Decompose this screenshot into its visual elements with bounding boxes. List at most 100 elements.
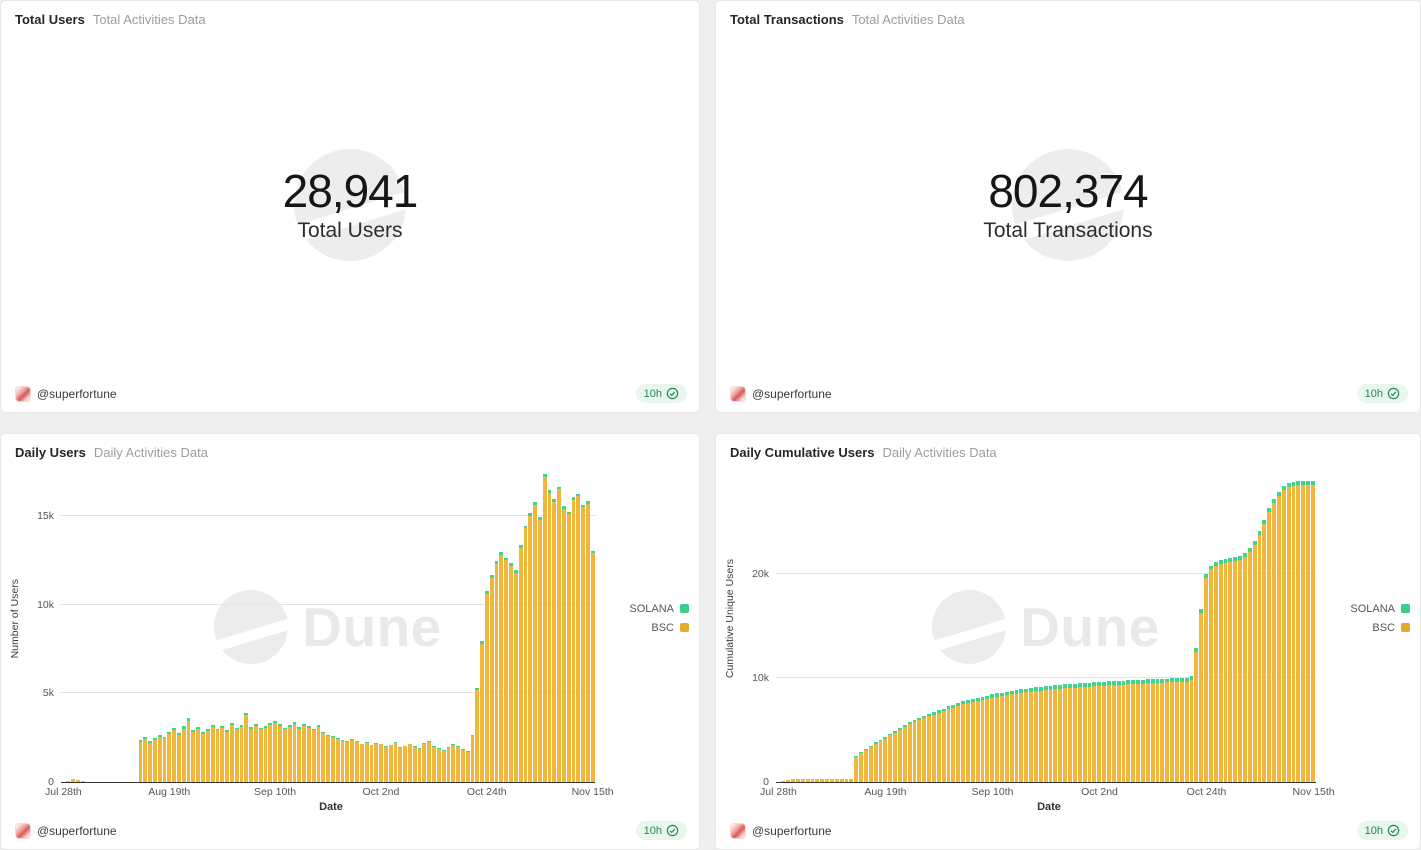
bar — [1184, 677, 1189, 782]
panel-subtitle[interactable]: Total Activities Data — [851, 12, 965, 27]
x-axis-ticks: Jul 28th Aug 19th Sep 10th Oct 2nd Oct 24th N… — [45, 786, 614, 800]
legend-item-solana[interactable]: SOLANA — [629, 603, 689, 615]
panel-title[interactable]: Total Users — [15, 12, 85, 27]
bar — [239, 724, 244, 782]
bar — [1218, 560, 1223, 782]
legend-item-solana[interactable]: SOLANA — [1350, 603, 1410, 615]
bar — [927, 713, 932, 782]
bar — [786, 779, 791, 782]
bar — [1277, 491, 1282, 782]
bar — [1131, 680, 1136, 782]
freshness-badge[interactable]: 10h — [1356, 384, 1408, 403]
freshness-badge[interactable]: 10h — [635, 821, 687, 840]
bar — [1213, 562, 1218, 782]
author-link[interactable]: @superfortune — [730, 385, 832, 402]
check-seal-icon — [1387, 824, 1400, 837]
legend-item-bsc[interactable]: BSC — [651, 622, 689, 634]
bar — [897, 728, 902, 782]
panel-title[interactable]: Daily Cumulative Users — [730, 445, 875, 460]
check-seal-icon — [666, 824, 679, 837]
bar — [504, 557, 509, 782]
author-link[interactable]: @superfortune — [730, 822, 832, 839]
bar — [562, 506, 567, 782]
author-link[interactable]: @superfortune — [15, 822, 117, 839]
panel-subtitle[interactable]: Total Activities Data — [92, 12, 206, 27]
panel-title[interactable]: Total Transactions — [730, 12, 844, 27]
bar — [1306, 480, 1311, 782]
bar — [75, 779, 80, 782]
bar — [533, 502, 538, 782]
freshness-badge[interactable]: 10h — [1356, 821, 1408, 840]
bar — [547, 490, 552, 782]
bar — [581, 504, 586, 782]
bar — [229, 722, 234, 782]
author-avatar — [15, 385, 31, 402]
bar — [868, 745, 873, 782]
bar — [456, 746, 461, 782]
bar — [1204, 573, 1209, 782]
bar — [854, 756, 859, 782]
bar — [1097, 682, 1102, 782]
bar — [234, 727, 239, 782]
bar — [316, 725, 321, 782]
panel-footer: @superfortune 10h — [716, 816, 1420, 849]
bar — [985, 695, 990, 782]
bar — [586, 501, 591, 782]
bar — [1072, 683, 1077, 782]
bar — [422, 742, 427, 782]
panel-subtitle[interactable]: Daily Activities Data — [882, 445, 997, 460]
bar — [829, 778, 834, 782]
total-transactions-label: Total Transactions — [983, 218, 1153, 242]
x-tick-label: Jul 28th — [45, 785, 82, 798]
daily-cumulative-users-chart: Cumulative Unique Users Dune 0 10k 20k Jul… — [716, 464, 1420, 816]
counter: 28,941 Total Users — [283, 167, 419, 242]
bar — [946, 706, 951, 782]
author-link[interactable]: @superfortune — [15, 385, 117, 402]
bar — [932, 711, 937, 782]
freshness-text: 10h — [643, 387, 662, 400]
legend-label: SOLANA — [1350, 602, 1395, 615]
gridline — [61, 603, 595, 605]
bar — [1291, 481, 1296, 782]
bar — [1126, 680, 1131, 782]
bar — [460, 749, 465, 782]
x-axis-title: Date — [319, 801, 343, 814]
bar — [1160, 678, 1165, 782]
bar — [1009, 690, 1014, 782]
bar — [1252, 540, 1257, 782]
bar — [326, 734, 331, 782]
panel-daily-users: Daily Users Daily Activities Data Number… — [0, 433, 700, 850]
legend-item-bsc[interactable]: BSC — [1372, 622, 1410, 634]
author-avatar — [15, 822, 31, 839]
bar — [571, 497, 576, 782]
bar — [268, 723, 273, 782]
bar — [335, 738, 340, 782]
bar — [791, 779, 796, 782]
bar — [1053, 685, 1058, 782]
legend-swatch — [680, 623, 689, 632]
panel-total-users: Total Users Total Activities Data 28,941… — [0, 0, 700, 413]
bar — [1068, 684, 1073, 782]
bar — [523, 525, 528, 782]
bar — [432, 746, 437, 782]
bar — [379, 743, 384, 782]
bar — [1092, 682, 1097, 782]
bar — [278, 724, 283, 782]
freshness-badge[interactable]: 10h — [635, 384, 687, 403]
bar — [820, 778, 825, 782]
bar — [162, 736, 167, 782]
bar — [542, 473, 547, 782]
bar — [513, 570, 518, 782]
bar — [883, 736, 888, 782]
plot-area: Dune 0 5k 10k 15k — [37, 472, 595, 788]
bar — [273, 721, 278, 782]
y-tick-label: 0 — [763, 775, 769, 788]
panel-title[interactable]: Daily Users — [15, 445, 86, 460]
bar — [398, 747, 403, 782]
daily-users-chart: Number of Users Dune 0 5k 10k 15k Jul 28th A… — [1, 464, 699, 816]
x-tick-label: Jul 28th — [760, 785, 797, 798]
bar — [210, 724, 215, 782]
x-tick-label: Nov 15th — [1292, 785, 1335, 798]
plot-area: Dune 0 10k 20k — [752, 472, 1316, 788]
panel-subtitle[interactable]: Daily Activities Data — [93, 445, 208, 460]
